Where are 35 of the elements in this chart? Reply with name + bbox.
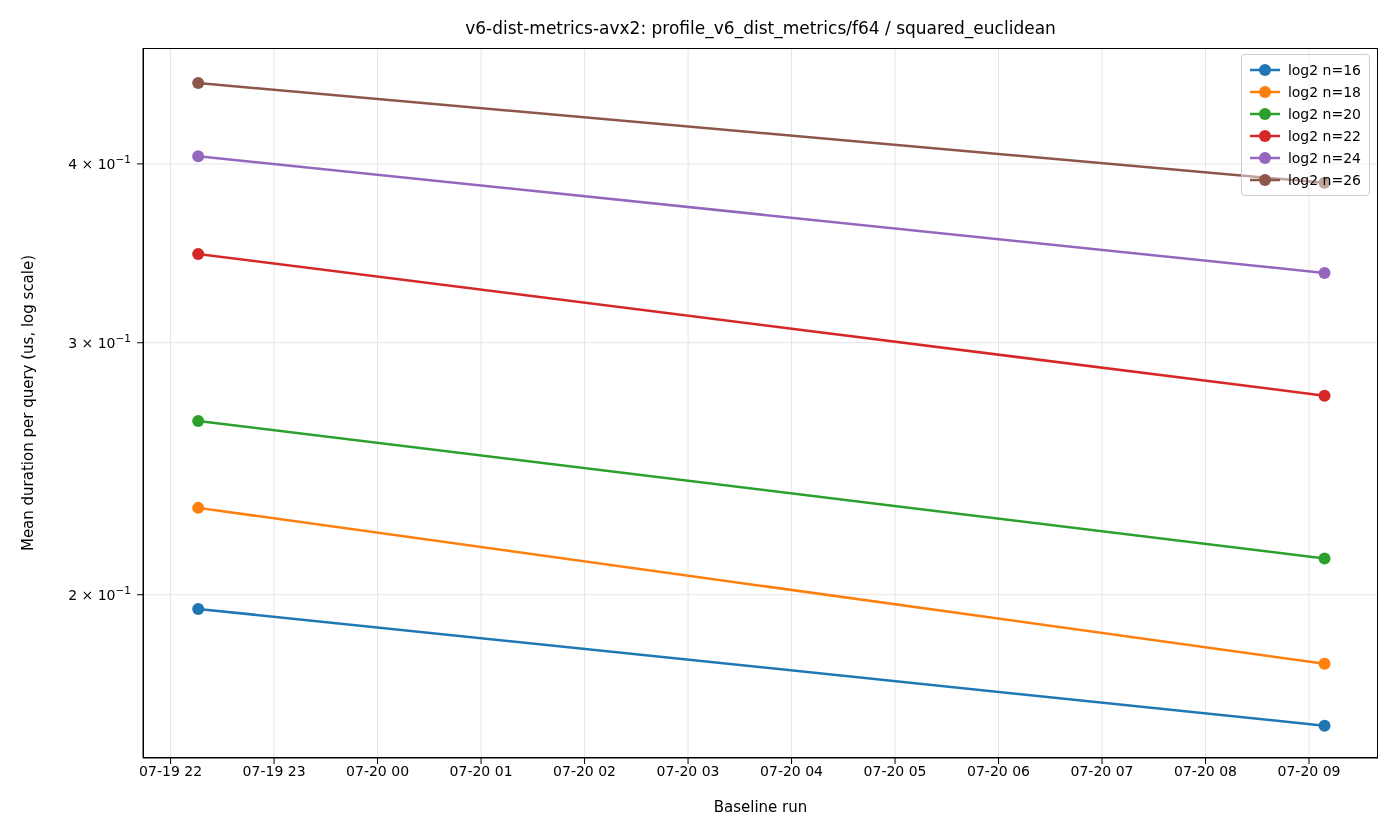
legend-label: log2 n=16: [1287, 62, 1361, 78]
y-axis-title: Mean duration per query (us, log scale): [19, 254, 38, 552]
y-tick-label: 2 × 10$^{−1}$: [68, 583, 131, 603]
point: [1318, 719, 1331, 732]
point: [1318, 389, 1331, 402]
x-tick-label: 07-20 05: [863, 762, 927, 779]
legend-label: log2 n=26: [1287, 172, 1361, 188]
point: [1318, 552, 1331, 565]
x-tick-label: 07-20 06: [967, 762, 1031, 779]
legend-label: log2 n=20: [1287, 106, 1361, 122]
legend-label: log2 n=22: [1287, 128, 1361, 144]
x-tick-label: 07-19 22: [139, 762, 203, 779]
x-tick-label: 07-19 23: [242, 762, 306, 779]
x-tick-label: 07-20 09: [1277, 762, 1341, 779]
legend-label: log2 n=18: [1287, 84, 1361, 100]
y-tick-label: 3 × 10$^{−1}$: [68, 331, 131, 351]
x-axis-title: Baseline run: [713, 798, 808, 816]
point: [192, 415, 205, 427]
legend-label: log2 n=24: [1287, 150, 1361, 166]
point: [192, 150, 205, 163]
x-tick-label: 07-20 08: [1174, 762, 1237, 779]
point: [192, 602, 205, 615]
point: [192, 501, 205, 514]
x-tick-label: 07-20 01: [449, 762, 513, 779]
point: [192, 248, 205, 261]
x-tick-label: 07-20 02: [553, 762, 617, 779]
point: [192, 77, 205, 90]
x-tick-label: 07-20 03: [656, 762, 720, 779]
x-tick-label: 07-20 07: [1070, 762, 1134, 779]
x-tick-label: 07-20 04: [760, 762, 824, 779]
point: [1318, 657, 1331, 670]
x-tick-label: 07-20 00: [346, 762, 410, 779]
y-tick-label: 4 × 10$^{−1}$: [68, 152, 131, 172]
point: [1318, 267, 1331, 280]
chart-title: v6-dist-metrics-avx2: profile_v6_dist_metrics/f64 / squared_euclidean: [464, 18, 1057, 38]
